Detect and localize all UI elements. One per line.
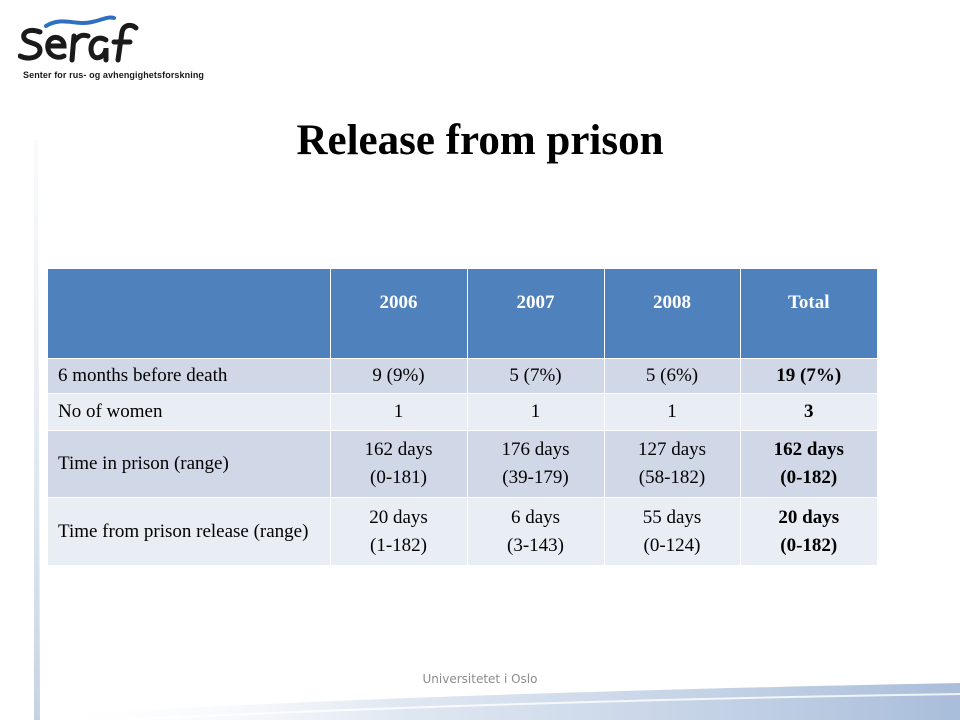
table-row: No of women 1 1 1 3: [48, 393, 877, 431]
row-label: No of women: [48, 393, 331, 431]
table-cell-total: 162 days (0-182): [740, 430, 877, 498]
table-cell-total: 20 days (0-182): [740, 497, 877, 565]
release-table: 2006 2007 2008 Total 6 months before dea…: [48, 269, 877, 565]
table-row: 6 months before death 9 (9%) 5 (7%) 5 (6…: [48, 358, 877, 394]
table-cell: 5 (7%): [467, 358, 605, 394]
table-cell: 127 days (58-182): [604, 430, 741, 498]
slide-title: Release from prison: [296, 117, 664, 164]
table-header-2006: 2006: [330, 269, 468, 359]
table-cell: 9 (9%): [330, 358, 468, 394]
table-cell: 5 (6%): [604, 358, 741, 394]
table-cell-total: 3: [740, 393, 877, 431]
table-cell: 20 days (1-182): [330, 497, 468, 565]
table-cell-total: 19 (7%): [740, 358, 877, 394]
table-cell: 1: [467, 393, 605, 431]
seraf-wordmark-logo: [18, 15, 139, 63]
table-cell: 1: [330, 393, 468, 431]
table-header-row: 2006 2007 2008 Total: [48, 269, 877, 359]
table-cell: 1: [604, 393, 741, 431]
table-row: Time in prison (range) 162 days (0-181) 1…: [48, 430, 877, 498]
row-label: Time in prison (range): [48, 430, 331, 498]
table-row: Time from prison release (range) 20 days…: [48, 497, 877, 565]
footer-text: Universitetet i Oslo: [422, 672, 538, 686]
table-header-total: Total: [740, 269, 877, 359]
table-cell: 55 days (0-124): [604, 497, 741, 565]
table-cell: 162 days (0-181): [330, 430, 468, 498]
row-label: 6 months before death: [48, 358, 331, 394]
row-label: Time from prison release (range): [48, 497, 331, 565]
table-cell: 6 days (3-143): [467, 497, 605, 565]
seraf-logo: Senter for rus- og avhengighetsforskning: [18, 14, 228, 80]
table-header-2008: 2008: [604, 269, 741, 359]
table-cell: 176 days (39-179): [467, 430, 605, 498]
table-header-2007: 2007: [467, 269, 605, 359]
logo-tagline: Senter for rus- og avhengighetsforskning: [23, 70, 205, 80]
table-header-corner: [48, 269, 331, 359]
